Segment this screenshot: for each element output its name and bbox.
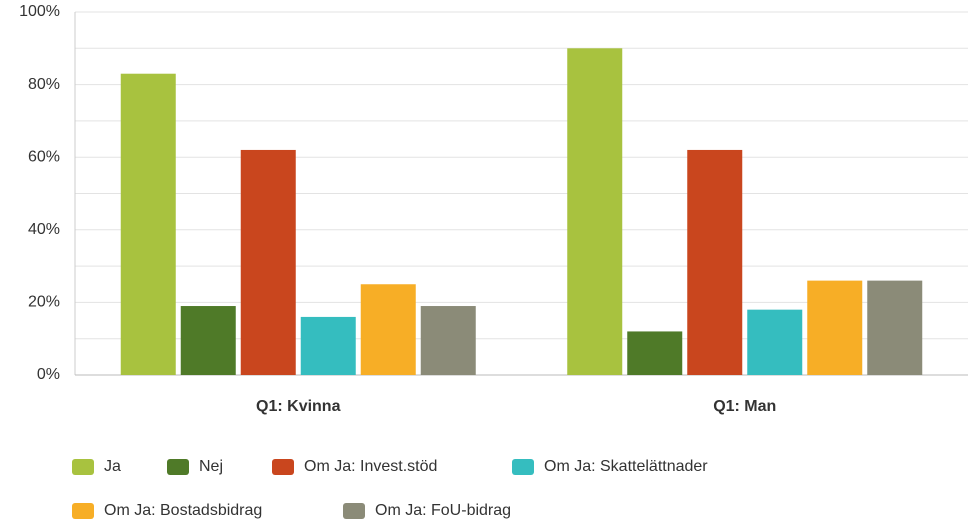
bar xyxy=(867,280,923,375)
legend-label: Ja xyxy=(104,458,121,475)
legend-label: Om Ja: FoU-bidrag xyxy=(375,502,511,519)
legend-swatch xyxy=(512,459,534,475)
legend-swatch xyxy=(272,459,294,475)
legend-swatch xyxy=(72,459,94,475)
bar xyxy=(300,316,356,375)
y-tick-label: 40% xyxy=(28,221,60,238)
x-tick-label: Q1: Man xyxy=(713,398,776,415)
bar xyxy=(120,73,176,376)
bar xyxy=(687,149,743,375)
legend-label: Nej xyxy=(199,458,223,475)
y-tick-label: 100% xyxy=(19,3,60,20)
legend-label: Om Ja: Skattelättnader xyxy=(544,458,708,475)
legend-swatch xyxy=(72,503,94,519)
y-tick-label: 80% xyxy=(28,76,60,93)
legend-label: Om Ja: Invest.stöd xyxy=(304,458,437,475)
bar xyxy=(180,306,236,375)
bar xyxy=(807,280,863,375)
y-tick-label: 60% xyxy=(28,148,60,165)
legend-label: Om Ja: Bostadsbidrag xyxy=(104,502,262,519)
x-tick-label: Q1: Kvinna xyxy=(256,398,341,415)
bar xyxy=(567,48,623,376)
bar xyxy=(420,306,476,375)
bar xyxy=(747,309,803,375)
bar xyxy=(240,149,296,375)
bar xyxy=(360,284,416,375)
y-tick-label: 20% xyxy=(28,294,60,311)
bar xyxy=(627,331,683,375)
y-tick-label: 0% xyxy=(37,366,60,383)
legend-swatch xyxy=(343,503,365,519)
legend-swatch xyxy=(167,459,189,475)
